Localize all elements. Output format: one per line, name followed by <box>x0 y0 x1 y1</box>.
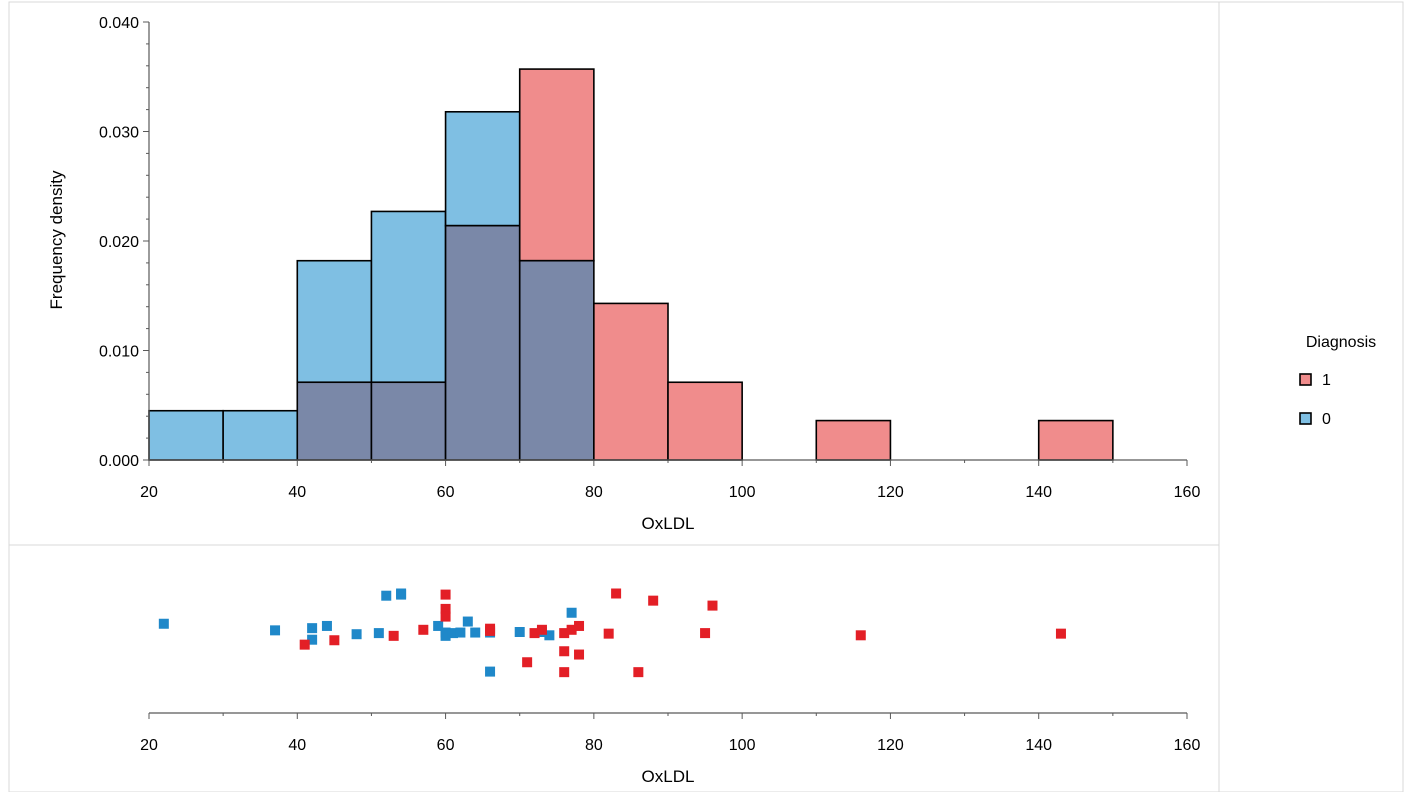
scatter-point-diagnosis-1 <box>440 603 451 614</box>
scatter-chart: 20 40 60 80 100 120 140 160 OxLDL <box>140 588 1201 786</box>
scatter-point-diagnosis-0 <box>514 627 525 637</box>
histogram-bar-overlap <box>444 224 521 461</box>
legend-swatch-0 <box>1299 412 1312 425</box>
histogram-bars <box>148 68 1114 461</box>
histogram-bar-diagnosis-1 <box>1037 419 1114 461</box>
scatter-point-diagnosis-1 <box>574 649 585 660</box>
legend-panel-border <box>1218 1 1404 792</box>
scatter-point-diagnosis-1 <box>529 628 540 639</box>
histogram-bar-diagnosis-1 <box>518 68 595 262</box>
x-tick-label: 100 <box>729 484 756 501</box>
histogram-panel-border <box>8 1 1220 546</box>
scatter-point-diagnosis-1 <box>648 595 659 606</box>
scatter-point-diagnosis-0 <box>462 616 473 627</box>
y-axis-title: Frequency density <box>47 170 66 309</box>
scatter-point-diagnosis-1 <box>536 624 547 635</box>
histogram-bar-overlap <box>296 381 373 461</box>
scatter-point-diagnosis-0 <box>447 628 458 639</box>
legend: Diagnosis 1 0 <box>1299 334 1376 428</box>
scatter-point-diagnosis-0 <box>373 628 384 639</box>
y-tick-label: 0.000 <box>99 453 139 470</box>
histogram-bar-diagnosis-0 <box>444 110 521 227</box>
legend-label-1: 1 <box>1322 372 1331 389</box>
scatter-x-axis-title: OxLDL <box>642 767 695 786</box>
scatter-x-tick-label: 120 <box>877 737 904 754</box>
histogram-bar-diagnosis-0 <box>148 409 224 461</box>
scatter-point-diagnosis-0 <box>396 588 407 599</box>
scatter-point-diagnosis-1 <box>522 657 533 668</box>
y-axis-ticks <box>143 21 149 461</box>
scatter-x-tick-label: 20 <box>140 737 158 754</box>
scatter-x-tick-label: 80 <box>585 737 603 754</box>
scatter-point-diagnosis-0 <box>544 630 555 641</box>
legend-swatch-1 <box>1299 373 1312 386</box>
scatter-point-diagnosis-1 <box>559 667 570 678</box>
scatter-point-diagnosis-0 <box>307 634 318 645</box>
scatter-x-tick-label: 160 <box>1174 737 1201 754</box>
scatter-point-diagnosis-1 <box>1055 628 1066 639</box>
y-tick-label: 0.030 <box>99 125 139 142</box>
x-tick-label: 20 <box>140 484 158 501</box>
histogram-bar-diagnosis-0 <box>222 409 299 461</box>
scatter-point-diagnosis-1 <box>299 639 310 650</box>
scatter-point-diagnosis-0 <box>566 607 577 618</box>
scatter-point-diagnosis-1 <box>440 611 451 622</box>
scatter-point-diagnosis-1 <box>707 600 718 611</box>
scatter-point-diagnosis-0 <box>470 627 481 638</box>
histogram-bar-overlap <box>370 381 447 461</box>
x-tick-label: 160 <box>1174 484 1201 501</box>
scatter-x-tick-label: 60 <box>437 737 455 754</box>
scatter-points <box>158 588 1066 678</box>
histogram-bar-overlap <box>518 259 595 461</box>
scatter-point-diagnosis-1 <box>388 630 399 641</box>
scatter-point-diagnosis-0 <box>440 630 451 641</box>
scatter-point-diagnosis-1 <box>559 628 570 639</box>
histogram-bar-diagnosis-1 <box>667 381 743 461</box>
histogram-bar-diagnosis-0 <box>296 259 373 384</box>
scatter-point-diagnosis-0 <box>433 620 444 631</box>
scatter-point-diagnosis-1 <box>566 624 577 635</box>
histogram-bar-diagnosis-0 <box>370 210 447 384</box>
y-tick-label: 0.040 <box>99 15 139 32</box>
scatter-x-tick-label: 140 <box>1025 737 1052 754</box>
scatter-point-diagnosis-0 <box>351 629 362 640</box>
x-tick-label: 40 <box>288 484 306 501</box>
y-tick-label: 0.020 <box>99 234 139 251</box>
scatter-point-diagnosis-1 <box>633 667 644 678</box>
histogram-bar-diagnosis-1 <box>593 302 669 461</box>
scatter-point-diagnosis-0 <box>158 618 169 629</box>
scatter-point-diagnosis-1 <box>603 628 614 639</box>
scatter-point-diagnosis-1 <box>700 628 711 639</box>
scatter-point-diagnosis-1 <box>440 589 451 600</box>
scatter-x-axis-ticks <box>148 713 1188 719</box>
scatter-point-diagnosis-0 <box>270 625 281 636</box>
scatter-x-tick-label: 40 <box>288 737 306 754</box>
scatter-point-diagnosis-0 <box>307 623 318 634</box>
x-axis-title: OxLDL <box>642 514 695 533</box>
scatter-panel-border <box>8 544 1220 792</box>
legend-title: Diagnosis <box>1306 334 1376 351</box>
histogram-bar-diagnosis-1 <box>815 419 892 461</box>
x-tick-label: 60 <box>437 484 455 501</box>
histogram-chart: 0.000 0.010 0.020 0.030 0.040 20 40 60 8… <box>47 15 1200 533</box>
scatter-point-diagnosis-0 <box>381 590 392 601</box>
scatter-point-diagnosis-1 <box>329 635 340 646</box>
x-tick-label: 80 <box>585 484 603 501</box>
legend-label-0: 0 <box>1322 411 1331 428</box>
scatter-point-diagnosis-0 <box>455 627 466 638</box>
scatter-point-diagnosis-0 <box>321 620 332 631</box>
scatter-x-tick-label: 100 <box>729 737 756 754</box>
y-tick-label: 0.010 <box>99 344 139 361</box>
x-tick-label: 140 <box>1025 484 1052 501</box>
scatter-point-diagnosis-1 <box>574 620 585 631</box>
scatter-point-diagnosis-1 <box>855 630 866 641</box>
x-tick-label: 120 <box>877 484 904 501</box>
scatter-point-diagnosis-0 <box>485 666 496 677</box>
scatter-point-diagnosis-1 <box>559 646 570 657</box>
scatter-point-diagnosis-1 <box>418 624 429 635</box>
x-axis-ticks <box>148 460 1188 466</box>
scatter-point-diagnosis-1 <box>485 625 496 636</box>
scatter-point-diagnosis-1 <box>611 588 622 599</box>
